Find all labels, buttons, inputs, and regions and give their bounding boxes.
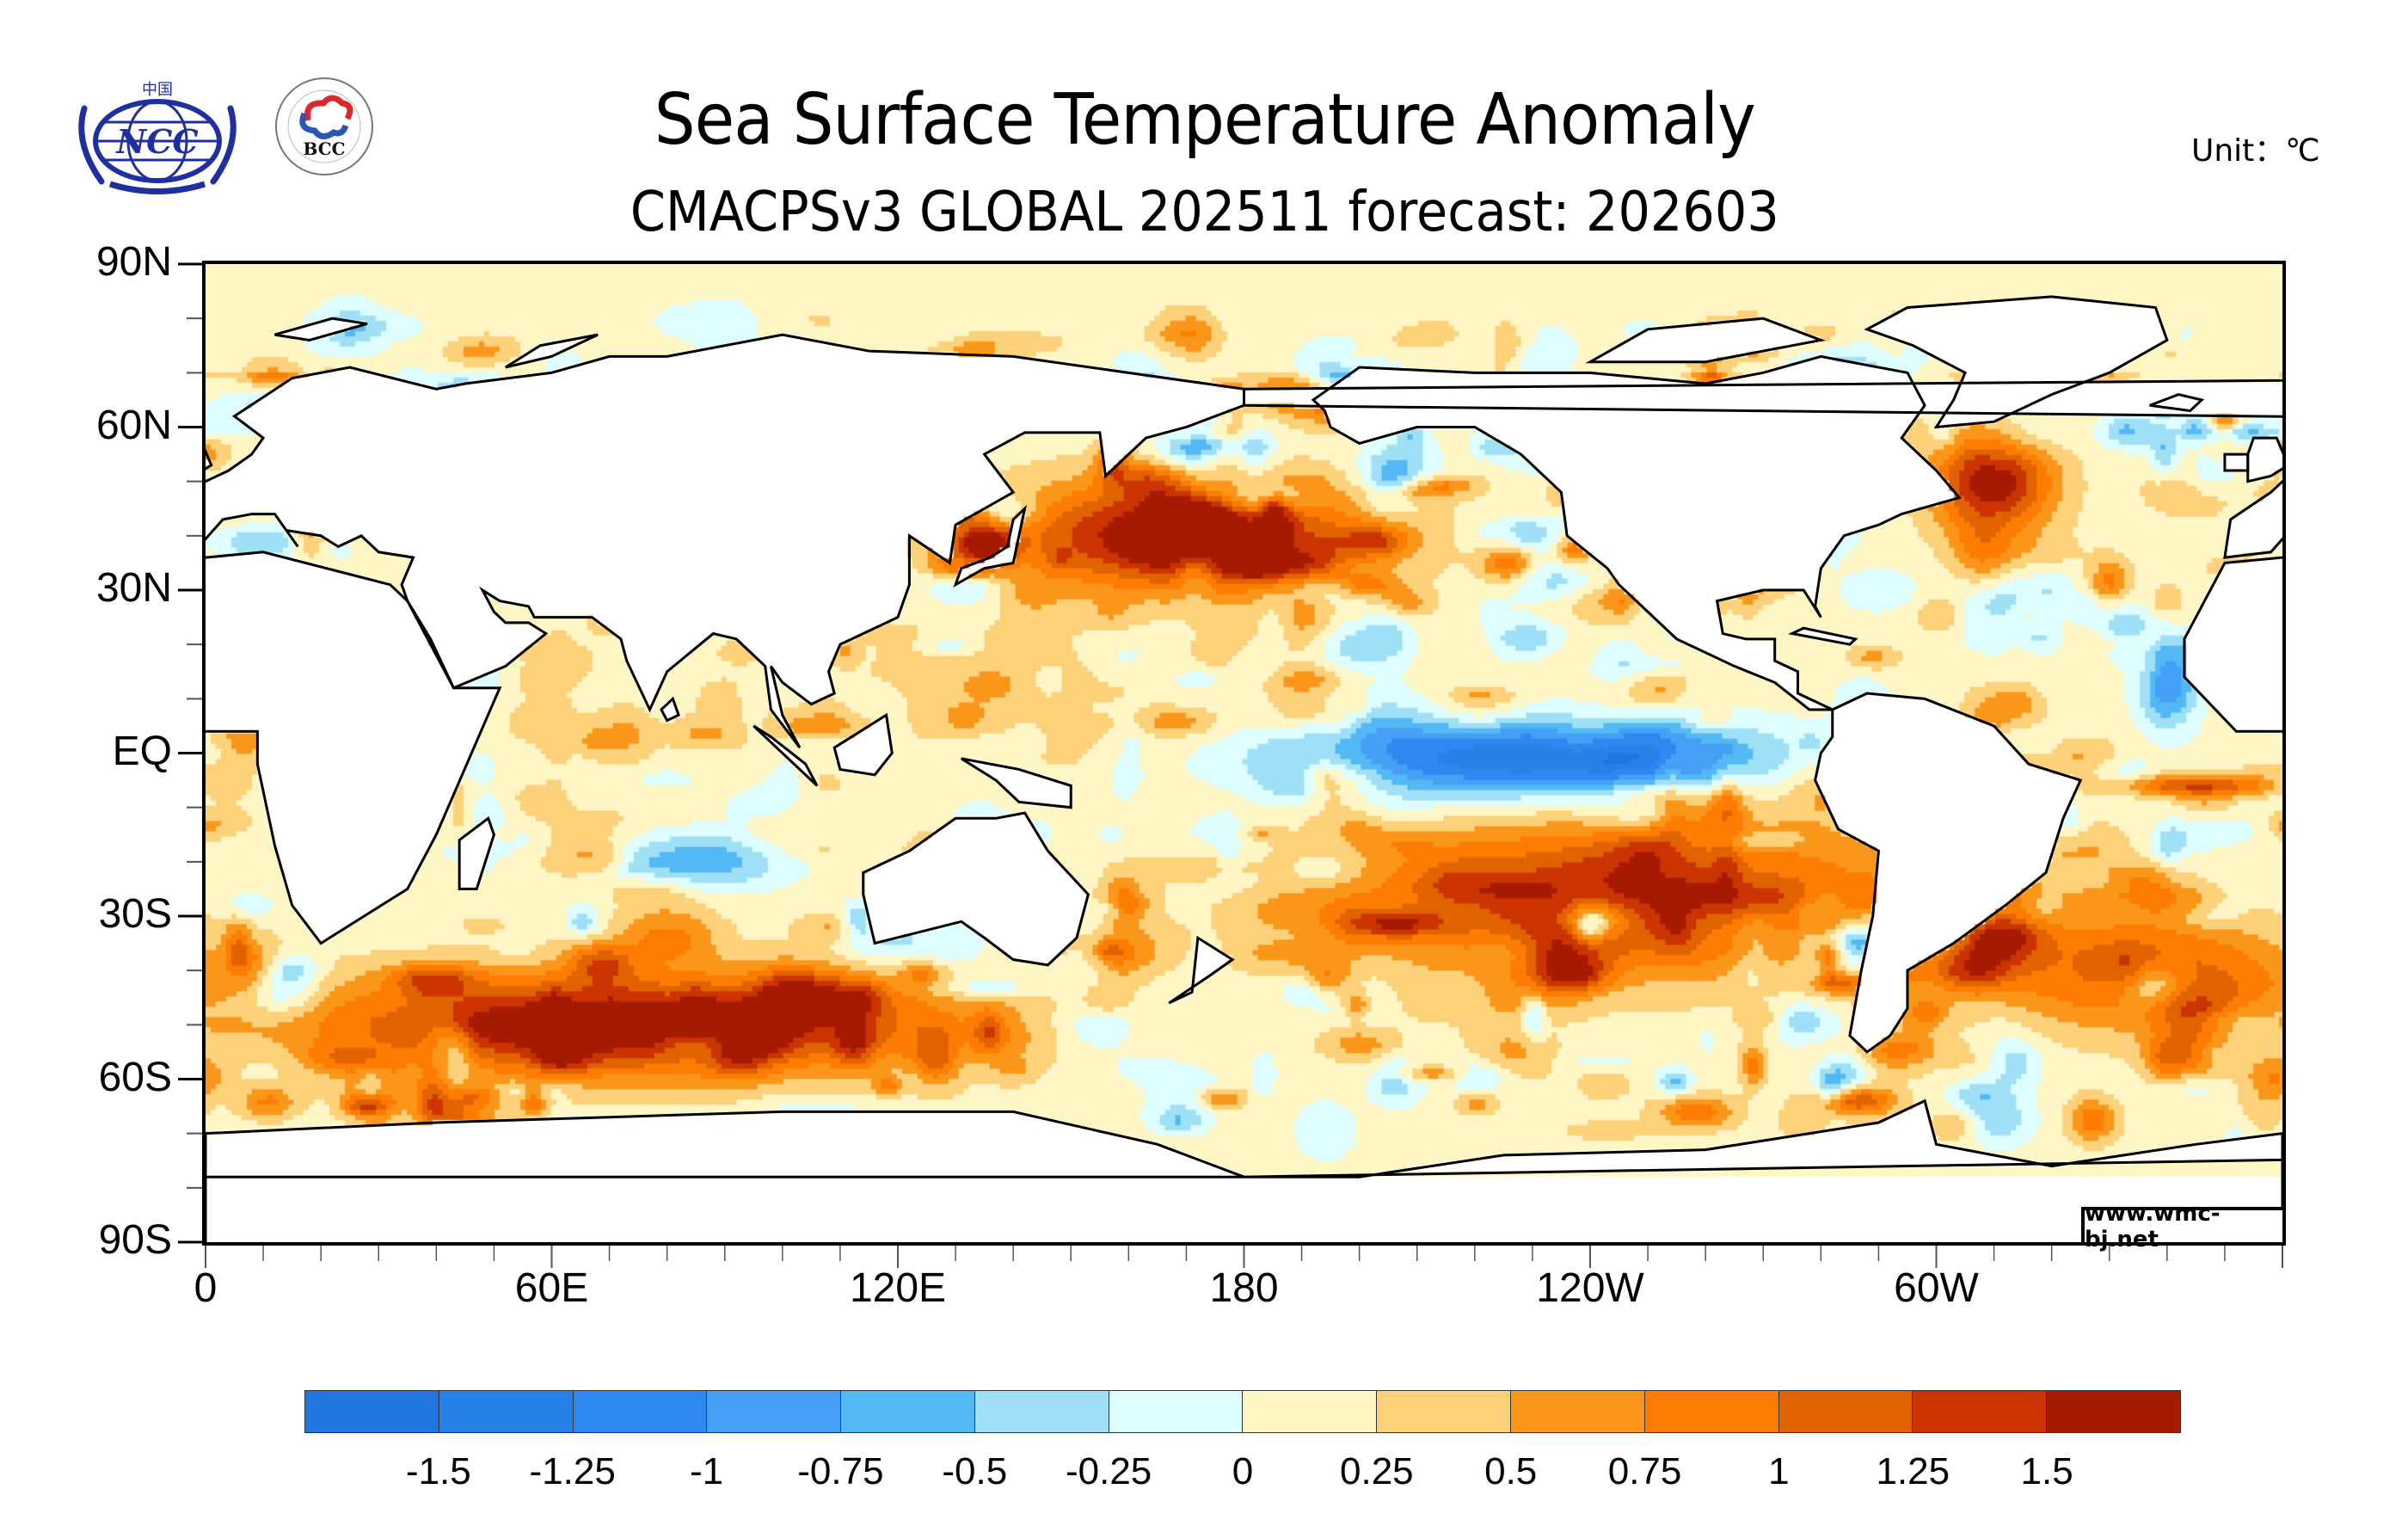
colorbar-label: -1	[690, 1450, 724, 1492]
coastline	[661, 698, 679, 720]
colorbar-label: 0.25	[1340, 1450, 1414, 1492]
ncc-logo: NCC 中国	[78, 81, 236, 194]
colorbar	[304, 1390, 2181, 1433]
unit-label: Unit：℃	[2191, 133, 2320, 169]
chart-subtitle: CMACPSv3 GLOBAL 202511 forecast: 202603	[630, 181, 1779, 244]
colorbar-label: 1.25	[1876, 1450, 1950, 1492]
y-tick-label: 90N	[95, 239, 172, 285]
coastline	[961, 759, 1071, 808]
bcc-logo: BCC	[275, 77, 373, 175]
colorbar-label: -1.25	[529, 1450, 616, 1492]
x-tick-label: 60W	[1894, 1265, 1979, 1311]
coastline	[1590, 318, 1821, 362]
plot-frame	[202, 261, 2286, 1246]
coastlines	[206, 264, 2282, 1242]
colorbar-label: 0	[1232, 1450, 1254, 1492]
credit-label[interactable]: www.wmc-bj.net	[2081, 1201, 2286, 1252]
svg-text:NCC: NCC	[115, 122, 198, 161]
colorbar-label: 0.5	[1484, 1450, 1538, 1492]
y-tick-label: 60N	[95, 402, 172, 448]
colorbar-swatch	[1913, 1391, 2048, 1432]
x-tick-label: 180	[1209, 1265, 1279, 1311]
y-tick-label: 30S	[98, 891, 172, 937]
colorbar-swatch	[2047, 1391, 2180, 1432]
y-tick-label: EQ	[112, 728, 172, 774]
colorbar-swatch	[1511, 1391, 1645, 1432]
colorbar-label: 0.75	[1607, 1450, 1682, 1492]
colorbar-swatch	[841, 1391, 975, 1432]
chart-title: Sea Surface Temperature Anomaly	[654, 79, 1756, 161]
colorbar-swatch	[1644, 1391, 1779, 1432]
coastline	[1244, 1101, 2283, 1242]
colorbar-swatch	[439, 1391, 574, 1432]
coastline	[955, 508, 1025, 584]
coastline	[1313, 356, 1959, 710]
coastline	[753, 726, 817, 785]
colorbar-swatch	[1109, 1391, 1244, 1432]
coastline	[1169, 938, 1232, 1003]
x-tick-label: 0	[194, 1265, 218, 1311]
colorbar-swatch	[1778, 1391, 1914, 1432]
coastline	[2225, 454, 2248, 471]
svg-text:中国: 中国	[142, 81, 173, 99]
colorbar-label: 1	[1768, 1450, 1790, 1492]
x-tick-label: 60E	[514, 1265, 589, 1311]
x-tick-label: 120W	[1536, 1265, 1644, 1311]
coastline	[206, 1101, 1244, 1242]
coastline	[506, 335, 598, 367]
coastline	[1792, 628, 1856, 644]
colorbar-swatch	[1377, 1391, 1512, 1432]
colorbar-label: -0.5	[942, 1450, 1008, 1492]
colorbar-swatch	[707, 1391, 842, 1432]
coastline	[206, 335, 1244, 748]
coastline	[834, 715, 892, 774]
colorbar-swatch	[305, 1391, 439, 1432]
coastline	[863, 813, 1089, 965]
coastline	[2150, 395, 2202, 411]
x-tick-label: 120E	[849, 1265, 947, 1311]
colorbar-label: -1.5	[405, 1450, 471, 1492]
y-tick-label: 30N	[95, 565, 172, 611]
colorbar-swatch	[1243, 1391, 1378, 1432]
svg-text:BCC: BCC	[303, 138, 345, 159]
coastline	[459, 818, 494, 889]
y-tick-label: 90S	[98, 1217, 172, 1263]
colorbar-label: -0.25	[1065, 1450, 1152, 1492]
coastline	[1815, 693, 2081, 1052]
y-tick-label: 60S	[98, 1054, 172, 1100]
coastline	[206, 552, 500, 944]
colorbar-label: 1.5	[2020, 1450, 2073, 1492]
coastline	[275, 318, 367, 340]
colorbar-label: -0.75	[797, 1450, 884, 1492]
colorbar-swatch	[974, 1391, 1109, 1432]
colorbar-swatch	[573, 1391, 708, 1432]
coastline	[1867, 297, 2167, 428]
